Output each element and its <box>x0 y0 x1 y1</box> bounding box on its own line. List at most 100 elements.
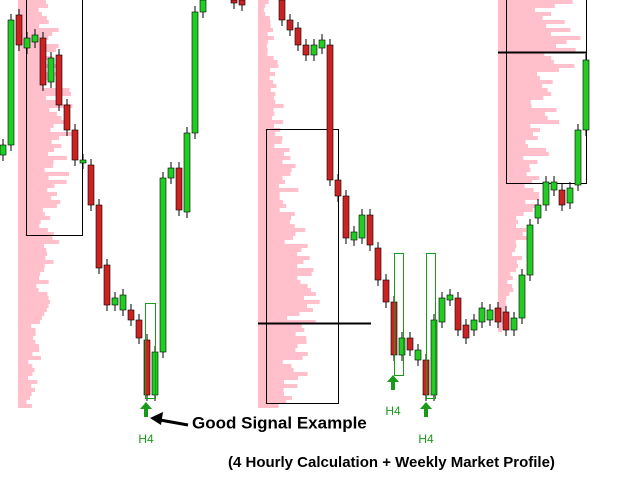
profile-bar <box>18 116 62 120</box>
profile-bar <box>258 228 306 232</box>
profile-bar <box>18 316 42 320</box>
annotation: Good Signal Example <box>192 413 367 432</box>
profile-bar <box>498 128 540 132</box>
profile-bar <box>498 16 543 20</box>
profile-bar <box>498 220 519 224</box>
profile-bar <box>258 388 284 392</box>
profile-bar <box>258 84 277 88</box>
profile-bar <box>18 404 32 408</box>
profile-bar <box>18 320 41 324</box>
profile-bar <box>18 72 57 76</box>
profile-bar <box>258 192 280 196</box>
profile-bar <box>18 164 54 168</box>
profile-bar <box>258 116 272 120</box>
candle-body <box>71 129 79 161</box>
profile-bar <box>498 168 531 172</box>
profile-bar <box>498 76 540 80</box>
profile-bar <box>258 392 285 396</box>
candle-body <box>87 164 95 206</box>
signal-box <box>145 303 156 399</box>
profile-bar <box>18 184 55 188</box>
candle-body <box>183 132 191 213</box>
profile-bar <box>498 256 522 260</box>
profile-bar <box>258 124 275 128</box>
profile-bar <box>258 88 271 92</box>
profile-bar <box>18 364 33 368</box>
profile-bar <box>258 296 304 300</box>
profile-bar <box>18 108 50 112</box>
profile-bar <box>258 328 305 332</box>
profile-bar <box>18 240 60 244</box>
profile-bar <box>498 40 567 44</box>
profile-bar <box>18 212 45 216</box>
profile-bar <box>498 260 517 264</box>
profile-bar <box>18 224 40 228</box>
candle-body <box>294 27 302 46</box>
profile-bar <box>18 24 40 28</box>
profile-bar <box>498 0 573 4</box>
profile-bar <box>18 120 66 124</box>
profile-bar <box>18 140 52 144</box>
candle-body <box>342 195 350 239</box>
profile-bar <box>498 244 517 248</box>
profile-bar <box>258 304 308 308</box>
candle-body <box>486 309 494 321</box>
profile-bar <box>498 124 531 128</box>
candle-body <box>414 349 422 361</box>
signal-boxes <box>145 253 436 399</box>
profile-bar <box>18 312 45 316</box>
profile-bar <box>258 60 278 64</box>
profile-bar <box>498 116 548 120</box>
profile-bar <box>258 356 303 360</box>
profile-bar <box>498 108 557 112</box>
candle-body <box>230 0 238 4</box>
profile-bar <box>258 172 291 176</box>
candle-body <box>430 319 438 396</box>
candle-body <box>318 39 326 49</box>
profile-bar <box>258 248 302 252</box>
candle-body <box>510 317 518 331</box>
profile-bar <box>498 8 535 12</box>
profile-bar <box>258 8 264 12</box>
signal-arrow <box>140 402 152 417</box>
profile-bar <box>258 232 296 236</box>
profile-bar <box>498 28 571 32</box>
profile-bar <box>498 292 510 296</box>
profile-bar <box>258 288 311 292</box>
profile-bar <box>18 8 39 12</box>
profile-bar <box>498 328 502 332</box>
profile-bar <box>498 52 545 56</box>
profile-bar <box>18 156 67 160</box>
profile-bar <box>18 228 48 232</box>
profile-bar <box>18 192 58 196</box>
profile-bar <box>18 280 49 284</box>
profile-bar <box>18 304 49 308</box>
candle-body <box>462 324 470 339</box>
profile-bar <box>498 280 508 284</box>
profile-bar <box>18 328 36 332</box>
profile-bar <box>258 76 270 80</box>
profile-bar <box>18 172 70 176</box>
profile-bar <box>258 324 302 328</box>
profile-bar <box>258 56 274 60</box>
profile-bar <box>498 120 560 124</box>
candle-body <box>502 311 510 331</box>
candle-body <box>199 0 207 13</box>
profile-bar <box>498 240 516 244</box>
candle-body <box>79 159 87 164</box>
candle-body <box>63 104 71 131</box>
profile-bar <box>18 128 51 132</box>
profile-bar <box>258 376 298 380</box>
candle-body <box>143 339 151 396</box>
profile-bar <box>258 68 271 72</box>
profile-bar <box>18 100 57 104</box>
profile-bar <box>258 100 276 104</box>
profile-bar <box>18 284 37 288</box>
profile-bar <box>258 40 268 44</box>
profile-bar <box>498 164 530 168</box>
profile-bar <box>498 232 523 236</box>
profile-bar <box>258 264 298 268</box>
profile-bar <box>258 32 268 36</box>
profile-bar <box>258 252 298 256</box>
profile-bar <box>18 16 47 20</box>
